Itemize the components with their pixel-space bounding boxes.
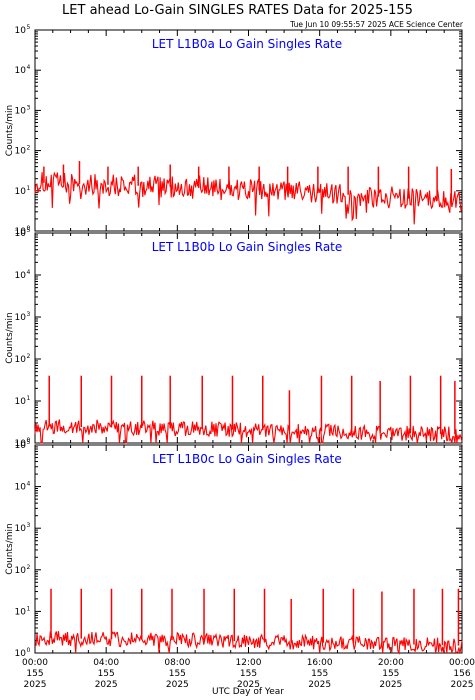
y-axis-label: Counts/min [5, 523, 15, 574]
x-tick-label: 00:00 [22, 658, 48, 668]
y-tick-exponent: 0 [27, 437, 31, 444]
y-tick-exponent: 5 [27, 439, 31, 446]
y-tick-label: 10 [15, 227, 27, 237]
y-tick-exponent: 1 [27, 395, 31, 402]
y-tick-label: 10 [15, 313, 27, 323]
x-tick-label: 155 [382, 669, 399, 679]
x-tick-label: 12:00 [236, 658, 262, 668]
y-tick-label: 10 [15, 524, 27, 534]
x-tick-label: 2025 [95, 680, 118, 690]
x-tick-label: 155 [98, 669, 115, 679]
y-tick-exponent: 4 [27, 481, 31, 488]
x-tick-label: 16:00 [307, 658, 333, 668]
x-tick-label: 20:00 [378, 658, 404, 668]
x-tick-label: 155 [240, 669, 257, 679]
y-tick-label: 10 [15, 607, 27, 617]
x-tick-label: 2025 [451, 680, 474, 690]
x-axis-label: UTC Day of Year [212, 687, 284, 697]
y-tick-exponent: 3 [27, 522, 31, 529]
y-tick-label: 10 [15, 397, 27, 407]
panel-title: LET L1B0c Lo Gain Singles Rate [152, 452, 342, 466]
x-tick-label: 2025 [24, 680, 47, 690]
y-tick-label: 10 [15, 106, 27, 116]
y-tick-exponent: 0 [27, 647, 31, 654]
x-tick-label: 2025 [237, 680, 260, 690]
y-tick-label: 10 [15, 441, 27, 451]
y-tick-exponent: 2 [27, 564, 31, 571]
y-tick-exponent: 3 [27, 104, 31, 111]
y-tick-exponent: 2 [27, 353, 31, 360]
y-tick-label: 10 [15, 355, 27, 365]
x-tick-label: 08:00 [164, 658, 190, 668]
y-tick-label: 10 [15, 649, 27, 659]
y-axis-label: Counts/min [5, 105, 15, 156]
y-tick-exponent: 0 [27, 225, 31, 232]
y-tick-exponent: 1 [27, 605, 31, 612]
x-tick-label: 155 [311, 669, 328, 679]
y-tick-label: 10 [15, 187, 27, 197]
x-tick-label: 00:00 [449, 658, 475, 668]
y-tick-label: 10 [15, 439, 27, 449]
generation-timestamp: Tue Jun 10 09:55:57 2025 ACE Science Cen… [289, 20, 464, 29]
x-tick-label: 156 [453, 669, 470, 679]
y-tick-label: 10 [15, 566, 27, 576]
y-tick-exponent: 1 [27, 185, 31, 192]
x-tick-label: 2025 [379, 680, 402, 690]
y-tick-label: 10 [15, 26, 27, 36]
y-tick-exponent: 5 [27, 24, 31, 31]
series-baseline [34, 630, 463, 656]
x-tick-label: 155 [169, 669, 186, 679]
panel-title: LET L1B0a Lo Gain Singles Rate [152, 37, 342, 51]
y-tick-label: 10 [15, 229, 27, 239]
x-tick-label: 2025 [308, 680, 331, 690]
y-tick-label: 10 [15, 271, 27, 281]
panel-title: LET L1B0b Lo Gain Singles Rate [152, 240, 343, 254]
series-baseline [34, 171, 463, 225]
y-tick-label: 10 [15, 66, 27, 76]
figure-title: LET ahead Lo-Gain SINGLES RATES Data for… [62, 3, 413, 18]
y-tick-label: 10 [15, 483, 27, 493]
y-tick-label: 10 [15, 147, 27, 157]
series-baseline [34, 419, 463, 444]
y-tick-exponent: 3 [27, 311, 31, 318]
x-tick-label: 155 [26, 669, 43, 679]
x-tick-label: 2025 [166, 680, 189, 690]
y-tick-exponent: 4 [27, 64, 31, 71]
y-tick-exponent: 4 [27, 269, 31, 276]
y-tick-exponent: 2 [27, 145, 31, 152]
y-tick-exponent: 5 [27, 227, 31, 234]
y-axis-label: Counts/min [5, 312, 15, 363]
x-tick-label: 04:00 [93, 658, 119, 668]
